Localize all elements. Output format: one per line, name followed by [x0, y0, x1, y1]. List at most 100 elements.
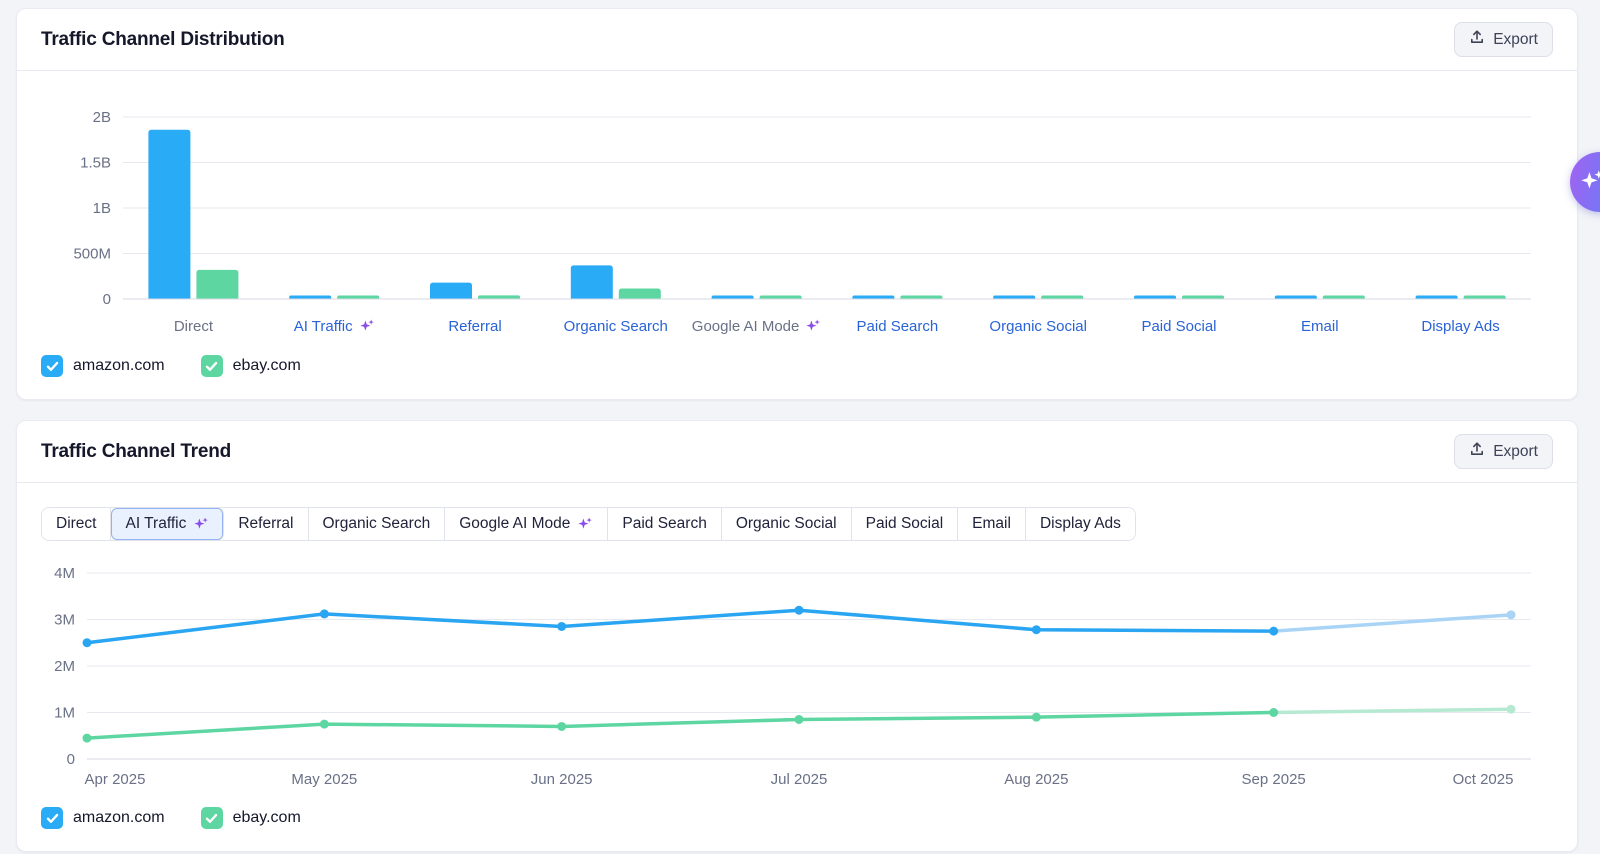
traffic-channel-distribution-card: Traffic Channel Distribution Export 2B1.… — [16, 8, 1578, 400]
category-ai-traffic[interactable]: AI Traffic — [264, 318, 405, 335]
legend-label: ebay.com — [233, 357, 301, 375]
line-chart-wrap: 4M3M2M1M0 Apr 2025May 2025Jun 2025Jul 20… — [41, 557, 1553, 793]
category-google-ai-mode: Google AI Mode — [686, 318, 827, 335]
upload-icon — [1469, 441, 1485, 462]
trend-card-header: Traffic Channel Trend Export — [17, 421, 1577, 483]
bar-ebay-com-direct — [196, 270, 238, 299]
line-ebay-com — [87, 713, 1274, 739]
tab-referral[interactable]: Referral — [224, 508, 308, 540]
category-display-ads[interactable]: Display Ads — [1390, 318, 1531, 335]
category-organic-social[interactable]: Organic Social — [968, 318, 1109, 335]
category-paid-social[interactable]: Paid Social — [1109, 318, 1250, 335]
bar-amazon-com-display-ads — [1416, 296, 1458, 300]
distribution-card-body: 2B1.5B1B500M0 DirectAI TrafficReferralOr… — [17, 99, 1577, 399]
y-tick-label: 2B — [93, 109, 111, 126]
ebay-com-checkbox[interactable] — [201, 355, 223, 377]
legend-label: ebay.com — [233, 809, 301, 827]
bar-ebay-com-referral — [478, 295, 520, 299]
tab-label: Direct — [56, 515, 96, 533]
point-amazon-com-may-2025 — [320, 609, 329, 618]
page: Traffic Channel Distribution Export 2B1.… — [0, 0, 1600, 852]
bar-amazon-com-paid-social — [1134, 296, 1176, 300]
x-tick-label: Oct 2025 — [1453, 771, 1514, 788]
category-label[interactable]: Organic Social — [989, 318, 1087, 335]
tab-label: Email — [972, 515, 1011, 533]
tab-display-ads[interactable]: Display Ads — [1026, 508, 1135, 540]
y-tick-label: 2M — [54, 658, 75, 675]
point-ebay-com-jun-2025 — [557, 722, 566, 731]
category-organic-search[interactable]: Organic Search — [545, 318, 686, 335]
line-forecast-amazon-com — [1274, 615, 1511, 631]
export-button-label: Export — [1493, 31, 1538, 49]
bar-chart-categories: DirectAI TrafficReferralOrganic SearchGo… — [123, 311, 1531, 341]
tab-email[interactable]: Email — [958, 508, 1026, 540]
legend-item-amazon-com: amazon.com — [41, 355, 165, 377]
category-label[interactable]: Referral — [448, 318, 501, 335]
category-label: Google AI Mode — [692, 318, 800, 335]
x-tick-label: Jun 2025 — [531, 771, 593, 788]
bar-ebay-com-display-ads — [1464, 296, 1506, 300]
tab-organic-search[interactable]: Organic Search — [309, 508, 446, 540]
category-label[interactable]: Email — [1301, 318, 1339, 335]
export-button-distribution[interactable]: Export — [1454, 22, 1553, 57]
category-paid-search[interactable]: Paid Search — [827, 318, 968, 335]
point-amazon-com-jul-2025 — [795, 606, 804, 615]
bar-amazon-com-paid-search — [852, 296, 894, 300]
bar-amazon-com-referral — [430, 283, 472, 299]
category-label[interactable]: AI Traffic — [294, 318, 353, 335]
line-amazon-com — [87, 610, 1274, 643]
category-label[interactable]: Paid Social — [1141, 318, 1216, 335]
amazon-com-checkbox[interactable] — [41, 355, 63, 377]
distribution-card-header: Traffic Channel Distribution Export — [17, 9, 1577, 71]
point-ebay-com-jul-2025 — [795, 715, 804, 724]
category-label[interactable]: Organic Search — [564, 318, 668, 335]
bar-amazon-com-ai-traffic — [289, 296, 331, 300]
point-amazon-com-sep-2025 — [1269, 627, 1278, 636]
bar-amazon-com-direct — [148, 130, 190, 299]
tab-label: Paid Search — [622, 515, 706, 533]
tab-label: Display Ads — [1040, 515, 1121, 533]
export-button-trend[interactable]: Export — [1454, 434, 1553, 469]
legend-item-ebay-com: ebay.com — [201, 807, 301, 829]
point-ebay-com-aug-2025 — [1032, 713, 1041, 722]
tab-label: Referral — [238, 515, 293, 533]
tab-direct[interactable]: Direct — [42, 508, 111, 540]
point-ebay-com-oct-2025 — [1507, 705, 1516, 714]
point-amazon-com-jun-2025 — [557, 622, 566, 631]
x-tick-label: May 2025 — [291, 771, 357, 788]
legend-item-amazon-com: amazon.com — [41, 807, 165, 829]
category-referral[interactable]: Referral — [405, 318, 546, 335]
tab-label: Organic Search — [323, 515, 431, 533]
sparkle-icon — [805, 318, 821, 334]
y-tick-label: 3M — [54, 612, 75, 629]
trend-card-body: Direct AI Traffic Referral Organic Search Go… — [17, 483, 1577, 851]
bar-amazon-com-email — [1275, 296, 1317, 300]
sparkle-icon — [577, 516, 593, 532]
tab-organic-social[interactable]: Organic Social — [722, 508, 852, 540]
tab-label: Organic Social — [736, 515, 837, 533]
distribution-card-title: Traffic Channel Distribution — [41, 29, 285, 51]
ebay-com-checkbox[interactable] — [201, 807, 223, 829]
x-tick-label: Sep 2025 — [1242, 771, 1306, 788]
legend-item-ebay-com: ebay.com — [201, 355, 301, 377]
legend-label: amazon.com — [73, 809, 165, 827]
point-amazon-com-oct-2025 — [1507, 610, 1516, 619]
bar-ebay-com-email — [1323, 296, 1365, 300]
bar-ebay-com-paid-search — [900, 296, 942, 300]
amazon-com-checkbox[interactable] — [41, 807, 63, 829]
point-ebay-com-may-2025 — [320, 720, 329, 729]
tab-paid-social[interactable]: Paid Social — [852, 508, 959, 540]
bar-ebay-com-google-ai-mode — [760, 296, 802, 300]
category-label[interactable]: Display Ads — [1421, 318, 1499, 335]
y-tick-label: 500M — [73, 246, 111, 263]
category-email[interactable]: Email — [1249, 318, 1390, 335]
category-label[interactable]: Paid Search — [857, 318, 939, 335]
y-tick-label: 4M — [54, 565, 75, 582]
sparkle-icon — [193, 516, 209, 532]
tab-ai-traffic[interactable]: AI Traffic — [111, 508, 224, 540]
point-ebay-com-sep-2025 — [1269, 708, 1278, 717]
tab-label: Google AI Mode — [459, 515, 570, 533]
tab-google-ai-mode[interactable]: Google AI Mode — [445, 508, 608, 540]
point-ebay-com-apr-2025 — [83, 734, 92, 743]
tab-paid-search[interactable]: Paid Search — [608, 508, 721, 540]
